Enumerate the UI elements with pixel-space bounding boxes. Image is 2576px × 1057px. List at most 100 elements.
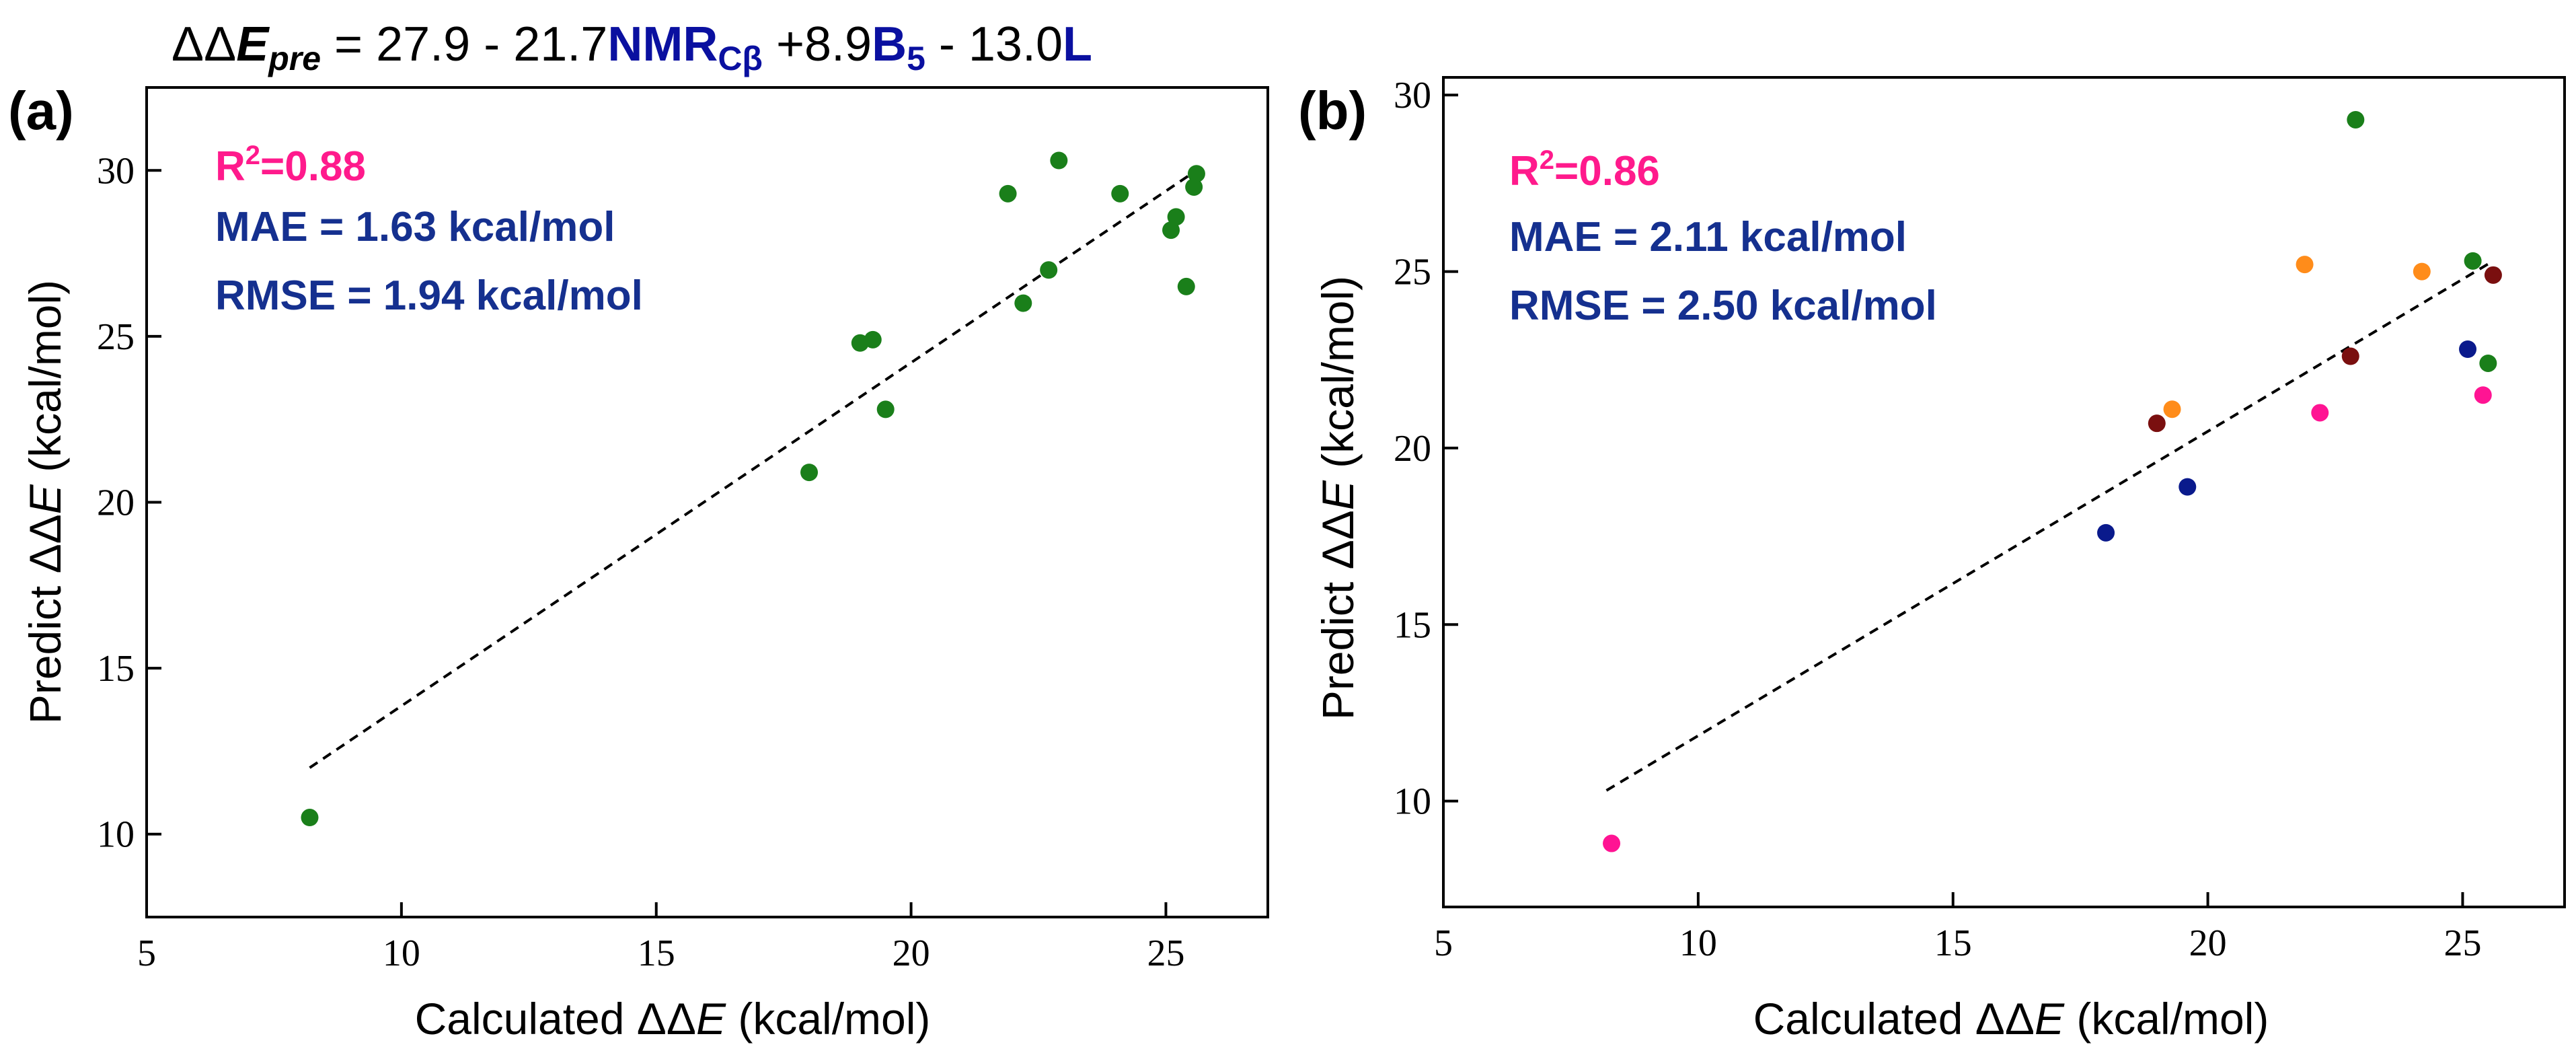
panel-a-xlabel-unit: (kcal/mol) (726, 994, 930, 1044)
panel-b-ytick-label-0: 10 (1394, 781, 1431, 823)
panel-a-xtick-label-4: 25 (1147, 933, 1184, 974)
panel-a-r2-sup: 2 (245, 141, 260, 170)
regression-equation: ΔΔEpre = 27.9 - 21.7NMRCβ +8.9B5 - 13.0L (172, 17, 1092, 77)
panel-a-ytick-label-3: 25 (97, 316, 135, 358)
panel-b-xtick-label-1: 10 (1679, 922, 1717, 964)
panel-b-point-13 (2479, 354, 2497, 372)
panel-b-xlabel-text: Calculated ΔΔ (1753, 994, 2035, 1044)
panel-b-ytick-label-1: 15 (1394, 604, 1431, 646)
panel-b-fit-line-group (1605, 260, 2494, 792)
eq-constant-terms: = 27.9 - 21.7 (321, 17, 607, 71)
panel-b-point-9 (2413, 262, 2431, 281)
panel-b-xtick-label-4: 25 (2444, 922, 2481, 964)
panel-a-point-10 (1162, 221, 1180, 240)
panel-a-ylabel-text: Predict ΔΔ (20, 514, 70, 724)
panel-a-x-ticks: 5 10 15 20 25 (137, 902, 1184, 974)
panel-a-point-12 (1177, 277, 1195, 295)
panel-b-points (1603, 110, 2502, 852)
panel-a-point-8 (1050, 151, 1068, 170)
panel-a-xtick-label-2: 15 (638, 933, 675, 974)
eq-term-b5: B (872, 17, 907, 71)
eq-lhs-var: E (236, 17, 270, 71)
panel-a-ylabel-var: E (20, 484, 70, 514)
panel-b-y-ticks: 10 15 20 25 30 (1394, 75, 1458, 823)
panel-a-point-3 (864, 330, 882, 349)
eq-term-l: L (1063, 17, 1092, 71)
panel-a-points (301, 151, 1205, 827)
panel-a-xtick-label-1: 10 (383, 933, 420, 974)
panel-a-y-axis-label: Predict ΔΔE (kcal/mol) (20, 280, 70, 724)
panel-a-label: (a) (8, 81, 74, 141)
eq-mid-1: +8.9 (763, 17, 872, 71)
eq-term-b5-sub: 5 (907, 40, 925, 77)
panel-b-ytick-label-4: 30 (1394, 75, 1431, 116)
eq-delta-prefix: ΔΔ (172, 17, 236, 71)
panel-a-point-0 (301, 809, 319, 827)
panel-b-xtick-label-3: 20 (2189, 922, 2227, 964)
panel-a-xlabel-var: E (696, 994, 726, 1044)
panel-b-ylabel-unit: (kcal/mol) (1313, 276, 1363, 480)
eq-lhs-sub: pre (267, 40, 321, 77)
panel-b-ylabel-text: Predict ΔΔ (1313, 510, 1363, 720)
panel-a-r2: R2=0.88 (215, 141, 366, 190)
panel-b-y-axis-label: Predict ΔΔE (kcal/mol) (1313, 276, 1363, 720)
panel-a-point-4 (876, 400, 895, 418)
panel-b-point-0 (1603, 834, 1621, 852)
panel-a-y-ticks: 10 15 20 25 30 (97, 150, 161, 856)
panel-a-point-5 (999, 184, 1017, 203)
panel-b-plot-frame (1442, 76, 2566, 908)
panel-b-xlabel-unit: (kcal/mol) (2064, 994, 2269, 1044)
panel-a-point-1 (800, 464, 819, 482)
panel-b-xtick-label-0: 5 (1434, 922, 1453, 964)
panel-b-label: (b) (1298, 81, 1367, 141)
panel-b-x-ticks: 5 10 15 20 25 (1434, 892, 2481, 964)
panel-b-point-6 (2311, 404, 2329, 422)
panel-a-rmse: RMSE = 1.94 kcal/mol (215, 272, 643, 319)
panel-a-mae: MAE = 1.63 kcal/mol (215, 204, 615, 250)
panel-a-point-13 (1185, 178, 1203, 196)
panel-b-point-14 (2484, 266, 2502, 284)
panel-b-point-3 (2163, 400, 2181, 418)
panel-a-ytick-label-1: 15 (97, 648, 135, 690)
panel-a-ylabel-unit: (kcal/mol) (20, 280, 70, 484)
panel-a-fit-line-group (309, 169, 1198, 769)
panel-a-ytick-label-0: 10 (97, 814, 135, 856)
panel-a-ytick-label-2: 20 (97, 482, 135, 524)
panel-b-stats: R2=0.86 MAE = 2.11 kcal/mol RMSE = 2.50 … (1509, 145, 1937, 329)
panel-a-x-axis-label: Calculated ΔΔE (kcal/mol) (415, 994, 931, 1044)
panel-b-point-11 (2464, 252, 2482, 270)
panel-b-ytick-label-3: 25 (1394, 252, 1431, 293)
panel-b-xlabel-var: E (2035, 994, 2065, 1044)
panel-b-point-7 (2341, 347, 2359, 365)
panel-b-r2: R2=0.86 (1509, 145, 1660, 194)
panel-b-x-axis-label: Calculated ΔΔE (kcal/mol) (1753, 994, 2269, 1044)
panel-a-fit-line (309, 169, 1198, 769)
panel-a-point-6 (1014, 294, 1032, 312)
panel-b-point-10 (2459, 340, 2477, 359)
panel-b-r2-sup: 2 (1540, 145, 1554, 175)
panel-b-fit-line (1605, 260, 2494, 792)
panel-a-point-9 (1111, 184, 1129, 203)
panel-b-point-8 (2347, 110, 2365, 129)
eq-term-nmr: NMR (607, 17, 718, 71)
panel-b-r2-label: R (1509, 148, 1540, 194)
panel-a-xtick-label-3: 20 (893, 933, 930, 974)
panel-a-r2-value: =0.88 (260, 143, 366, 190)
panel-b-point-4 (2179, 478, 2197, 496)
panel-a-point-11 (1167, 208, 1185, 226)
panel-a-point-14 (1187, 165, 1205, 183)
panel-a-point-7 (1040, 261, 1058, 279)
eq-mid-2: - 13.0 (925, 17, 1063, 71)
panel-b-ytick-label-2: 20 (1394, 428, 1431, 470)
panel-a-xtick-label-0: 5 (137, 933, 156, 974)
panel-b-point-1 (2097, 523, 2115, 542)
eq-term-nmr-sub: Cβ (718, 40, 763, 77)
panel-a: (a) 5 10 15 20 25 10 15 20 25 30 Calculated ΔΔE … (8, 81, 1269, 1044)
panel-b-mae: MAE = 2.11 kcal/mol (1509, 214, 1907, 260)
panel-b-point-5 (2296, 256, 2314, 274)
panel-b-xtick-label-2: 15 (1934, 922, 1972, 964)
panel-b-point-2 (2148, 414, 2166, 433)
panel-b-rmse: RMSE = 2.50 kcal/mol (1509, 283, 1937, 329)
panel-a-ytick-label-4: 30 (97, 150, 135, 192)
